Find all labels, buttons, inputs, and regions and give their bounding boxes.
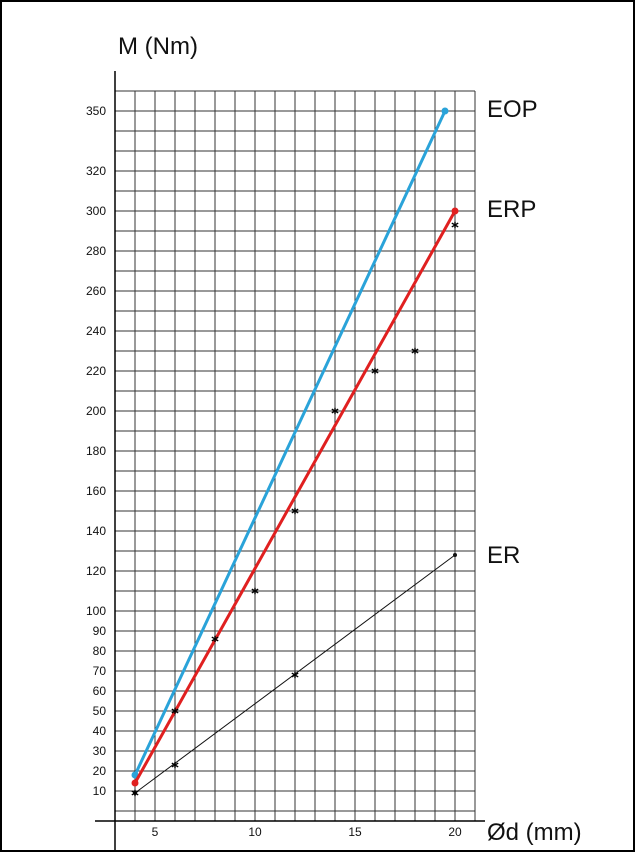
y-tick-label: 90 (93, 624, 107, 638)
y-tick-label: 260 (86, 284, 106, 298)
y-tick-label: 20 (93, 764, 107, 778)
measured-point (331, 407, 339, 415)
series-labels: EOP ERP ER (487, 96, 538, 569)
y-tick-label: 100 (86, 604, 106, 618)
series-endpoint (131, 771, 139, 779)
measured-point (171, 761, 179, 769)
y-tick-label: 60 (93, 684, 107, 698)
measured-point-stroke (171, 762, 179, 768)
series-endpoint (453, 553, 457, 557)
measured-point-stroke (291, 672, 299, 678)
measured-point-stroke (171, 708, 179, 714)
y-tick-label: 180 (86, 444, 106, 458)
y-tick-label: 160 (86, 484, 106, 498)
series-endpoint (451, 207, 459, 215)
y-tick-label: 320 (86, 164, 106, 178)
y-tick-label: 50 (93, 704, 107, 718)
measured-point-stroke (211, 636, 219, 642)
x-tick-label: 15 (348, 825, 362, 839)
series-label-er: ER (487, 542, 520, 569)
measured-point-stroke (331, 408, 339, 414)
series-endpoint (441, 107, 449, 115)
series-lines (131, 107, 459, 795)
y-tick-label: 220 (86, 364, 106, 378)
measured-point-stroke (411, 348, 419, 354)
y-tick-label: 80 (93, 644, 107, 658)
measured-points (131, 221, 459, 797)
y-tick-label: 120 (86, 564, 106, 578)
measured-point (291, 671, 299, 679)
measured-point (131, 789, 139, 797)
y-tick-label: 300 (86, 204, 106, 218)
y-axis-title: M (Nm) (118, 33, 198, 60)
y-tick-label: 70 (93, 664, 107, 678)
y-tick-label: 30 (93, 744, 107, 758)
series-line-eop (133, 109, 447, 777)
measured-point-stroke (451, 222, 459, 228)
measured-point (411, 347, 419, 355)
measured-point (211, 635, 219, 643)
y-tick-label: 350 (86, 104, 106, 118)
y-tick-label: 140 (86, 524, 106, 538)
y-tick-label: 240 (86, 324, 106, 338)
measured-point-stroke (251, 588, 259, 594)
measured-point-stroke (291, 508, 299, 514)
y-tick-label: 40 (93, 724, 107, 738)
x-tick-label: 5 (152, 825, 159, 839)
y-tick-label: 10 (93, 784, 107, 798)
measured-point (291, 507, 299, 515)
measured-point-stroke (371, 368, 379, 374)
measured-point (251, 587, 259, 595)
y-tick-label: 200 (86, 404, 106, 418)
series-endpoint (131, 779, 139, 787)
tick-labels: 10 20 30 40 50 60 70 80 90 100 120 140 160 180 200 220 2… (86, 104, 462, 839)
measured-point-stroke (131, 790, 139, 796)
measured-point (171, 707, 179, 715)
measured-point (371, 367, 379, 375)
x-axis-title: Ød (mm) (487, 819, 582, 846)
x-tick-label: 20 (448, 825, 462, 839)
axes (95, 71, 485, 851)
y-tick-label: 280 (86, 244, 106, 258)
x-tick-label: 10 (248, 825, 262, 839)
series-label-erp: ERP (487, 196, 536, 223)
grid (115, 90, 476, 821)
measured-point (451, 221, 459, 229)
series-line-erp (133, 209, 457, 785)
series-label-eop: EOP (487, 96, 538, 123)
